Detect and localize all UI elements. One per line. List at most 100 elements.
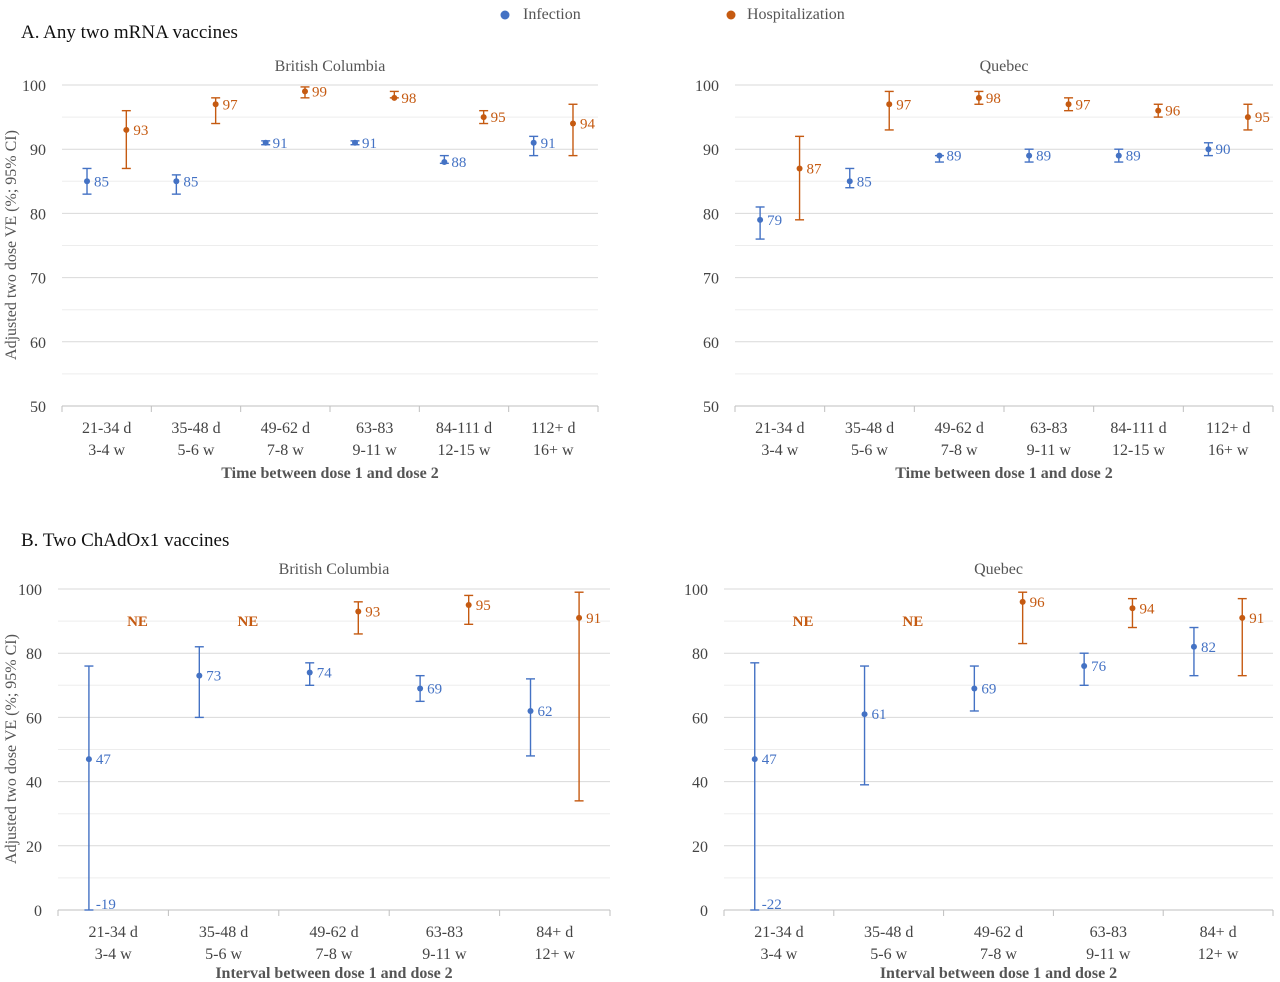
y-tick-label: 100: [695, 78, 719, 95]
hospitalization-data-label: 96: [1030, 595, 1046, 611]
y-tick-label: 20: [692, 839, 708, 856]
section-b-heading: B. Two ChAdOx1 vaccines: [21, 530, 229, 551]
hospitalization-point: [123, 126, 130, 133]
x-tick-label: 112+ d: [531, 420, 575, 437]
x-tick-label: 21-34 d: [754, 924, 803, 941]
y-tick-label: 100: [22, 78, 46, 95]
hospitalization-point: [391, 94, 398, 101]
legend-marker-hospitalization: [726, 10, 736, 20]
x-tick-label: 21-34 d: [755, 420, 804, 437]
x-tick-label: 63-83: [1030, 420, 1067, 437]
y-tick-label: 80: [692, 646, 708, 663]
not-estimable-label: NE: [127, 614, 148, 630]
hospitalization-point: [355, 608, 362, 615]
infection-point: [196, 672, 203, 679]
infection-point: [306, 669, 313, 676]
x-tick-label: 5-6 w: [205, 946, 242, 963]
x-tick-label: 49-62 d: [261, 420, 310, 437]
y-tick-label: 60: [692, 710, 708, 727]
infection-point: [861, 711, 868, 718]
y-tick-label: 90: [30, 142, 46, 159]
y-tick-label: 40: [692, 775, 708, 792]
hospitalization-data-label: 98: [401, 91, 416, 107]
hospitalization-data-label: 93: [365, 604, 380, 620]
y-tick-label: 20: [26, 839, 42, 856]
infection-data-label: 74: [317, 665, 333, 681]
hospitalization-data-label: 94: [1139, 601, 1155, 617]
y-tick-label: 80: [26, 646, 42, 663]
x-tick-label: 9-11 w: [1086, 946, 1131, 963]
infection-point: [751, 756, 758, 763]
infection-point: [757, 216, 764, 223]
hospitalization-point: [1129, 605, 1136, 612]
not-estimable-label: NE: [237, 614, 258, 630]
chart-title: British Columbia: [275, 58, 386, 75]
not-estimable-label: NE: [902, 614, 923, 630]
y-tick-label: 60: [703, 335, 719, 352]
infection-point: [530, 139, 537, 146]
hospitalization-data-label: 99: [312, 84, 327, 100]
y-tick-label: 80: [703, 206, 719, 223]
hospitalization-point: [796, 165, 803, 172]
infection-lower-bound-label: -19: [96, 897, 116, 913]
hospitalization-data-label: 98: [986, 91, 1001, 107]
infection-data-label: 62: [538, 704, 553, 720]
hospitalization-point: [1239, 614, 1246, 621]
infection-data-label: 76: [1091, 659, 1107, 675]
infection-data-label: 89: [946, 149, 961, 165]
not-estimable-label: NE: [793, 614, 814, 630]
chart-panel-4: 0 20 40 60 80 100 21-34 d 3-4 w 35-48 d 5-6 w 49-6…: [684, 561, 1274, 982]
x-tick-label: 84+ d: [536, 924, 573, 941]
hospitalization-point: [1244, 114, 1251, 121]
hospitalization-data-label: 96: [1165, 104, 1181, 120]
x-tick-label: 49-62 d: [974, 924, 1023, 941]
x-tick-label: 35-48 d: [171, 420, 220, 437]
y-tick-label: 70: [703, 271, 719, 288]
legend-marker-infection: [500, 10, 510, 20]
x-tick-label: 16+ w: [533, 442, 574, 459]
x-tick-label: 9-11 w: [1027, 442, 1072, 459]
x-tick-label: 3-4 w: [95, 946, 132, 963]
x-tick-label: 84-111 d: [1110, 420, 1166, 437]
infection-point: [1081, 663, 1088, 670]
infection-point: [971, 685, 978, 692]
x-tick-label: 84-111 d: [436, 420, 492, 437]
infection-point: [527, 707, 534, 714]
y-tick-label: 60: [30, 335, 46, 352]
hospitalization-point: [1065, 101, 1072, 108]
infection-data-label: 90: [1215, 142, 1230, 158]
infection-point: [173, 178, 180, 185]
infection-point: [417, 685, 424, 692]
x-tick-label: 35-48 d: [199, 924, 248, 941]
infection-point: [352, 139, 359, 146]
x-tick-label: 3-4 w: [88, 442, 125, 459]
infection-data-label: 89: [1036, 149, 1051, 165]
x-tick-label: 63-83: [1090, 924, 1127, 941]
infection-lower-bound-label: -22: [762, 897, 782, 913]
y-axis-title: Adjusted two dose VE (%; 95% CI): [3, 634, 20, 864]
infection-data-label: 69: [427, 682, 442, 698]
x-tick-label: 21-34 d: [89, 924, 138, 941]
x-tick-label: 12+ w: [1198, 946, 1239, 963]
infection-point: [846, 178, 853, 185]
hospitalization-point: [480, 114, 487, 121]
y-tick-label: 50: [703, 399, 719, 416]
infection-data-label: 79: [767, 213, 782, 229]
y-tick-label: 40: [26, 775, 42, 792]
infection-point: [85, 756, 92, 763]
infection-data-label: 69: [981, 682, 996, 698]
x-tick-label: 84+ d: [1200, 924, 1237, 941]
hospitalization-data-label: 87: [807, 161, 823, 177]
infection-data-label: 47: [96, 752, 112, 768]
x-tick-label: 35-48 d: [864, 924, 913, 941]
hospitalization-point: [465, 602, 472, 609]
infection-data-label: 85: [94, 174, 109, 190]
chart-title: Quebec: [974, 561, 1023, 578]
y-tick-label: 0: [34, 903, 42, 920]
hospitalization-point: [1155, 107, 1162, 114]
legend-label-infection: Infection: [523, 6, 581, 23]
infection-point: [441, 159, 448, 166]
infection-data-label: 91: [273, 136, 288, 152]
x-tick-label: 9-11 w: [353, 442, 398, 459]
